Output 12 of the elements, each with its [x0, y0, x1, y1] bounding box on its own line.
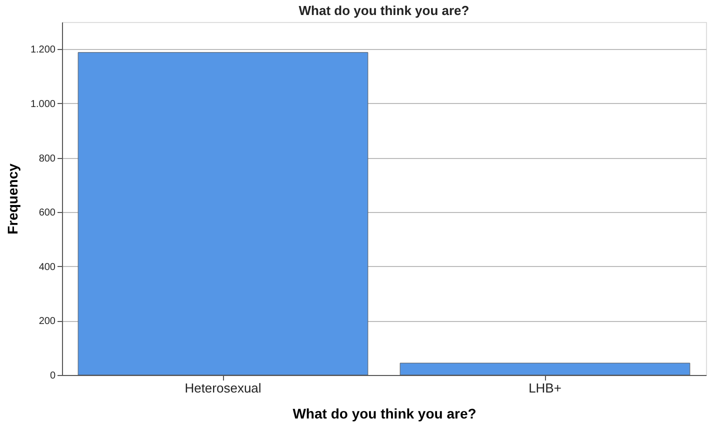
- y-tick-label: 1.000: [30, 98, 56, 110]
- x-tick-label: Heterosexual: [184, 380, 262, 396]
- y-axis-title: Frequency: [4, 163, 20, 234]
- y-tick-label: 400: [38, 262, 56, 273]
- y-tick-label: 200: [38, 316, 56, 328]
- chart-title: What do you think you are?: [298, 3, 470, 18]
- y-tick-label: 1.200: [30, 44, 56, 56]
- y-tick-label: 800: [38, 153, 56, 164]
- x-tick-label: LHB+: [528, 380, 562, 396]
- y-tick-label: 600: [38, 208, 56, 219]
- x-axis-title: What do you think you are?: [292, 406, 476, 422]
- y-tick-label: 0: [50, 370, 56, 382]
